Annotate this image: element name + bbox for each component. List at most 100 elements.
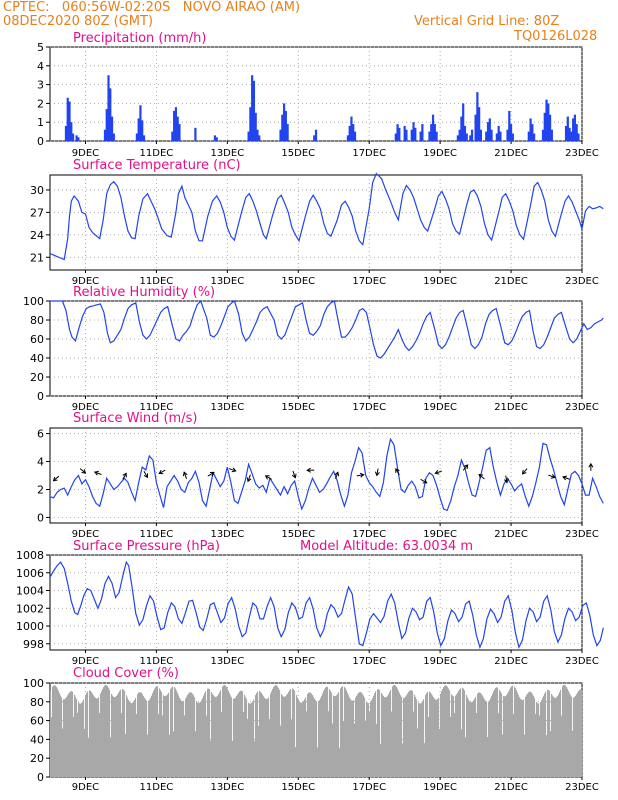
cloud-bar [418,702,420,777]
cloud-bar [465,737,467,777]
wind-arrow [94,471,102,475]
precip-bar [281,114,284,141]
cloud-bar [236,696,238,777]
cloud-bar [124,690,126,777]
cloud-bar [573,697,575,777]
precip-bar [254,112,257,141]
cloud-bar [190,692,192,777]
cloud-bar [82,701,84,777]
cloud-bar [215,696,217,777]
cloud-bar [51,717,53,777]
y-tick-label: 0 [37,135,44,148]
cloud-bar [246,699,248,777]
cloud-bar [66,696,68,777]
y-tick-label: 24 [30,229,44,242]
cloud-bar [474,698,476,777]
cloud-bar [539,715,541,777]
y-tick-label: 1006 [16,567,44,580]
cloud-bar [532,693,534,777]
y-tick-label: 40 [30,733,44,746]
cloud-bar [330,690,332,777]
cloud-bar [121,713,123,777]
cloud-bar [396,686,398,777]
y-tick-label: 40 [30,352,44,365]
cloud-bar [131,703,133,777]
cloud-bar [160,690,162,777]
cloud-bar [422,701,424,777]
cloud-bar [442,688,444,777]
cloud-bar [572,730,574,777]
cloud-bar [402,743,404,777]
cloud-bar [498,713,500,777]
x-tick-label: 17DEC [352,276,386,287]
cloud-bar [346,690,348,777]
cloud-bar [560,689,562,777]
precip-bar [431,114,435,141]
cloud-bar [172,686,174,777]
cloud-bar [104,685,106,777]
cloud-bar [378,689,380,777]
cloud-bar [155,687,157,777]
cloud-bar [523,699,525,777]
cloud-bar [480,692,482,777]
precip-bar [137,118,140,141]
x-tick-label: 11DEC [140,402,174,413]
cloud-bar [147,734,149,777]
wind-arrow-head [291,473,297,479]
cloud-bar [235,697,237,777]
cloud-bar [97,698,99,777]
cloud-bar [320,698,322,777]
cloud-bar [412,691,414,777]
precip-bar [282,103,286,141]
cloud-bar [225,685,227,777]
cloud-bar [112,695,114,777]
cloud-bar [218,694,220,777]
wind-arrow [207,472,215,477]
cloud-bar [63,699,65,777]
cloud-bar [392,686,394,777]
cloud-bar [347,692,349,777]
cloud-bar [303,701,305,777]
cloud-bar [186,696,188,777]
cloud-bar [441,691,443,777]
wind-arrow [265,475,272,480]
cloud-bar [196,701,198,777]
y-tick-label: 1002 [16,602,44,615]
cloud-bar [70,691,72,777]
wind-arrow [562,476,570,480]
cloud-bar [308,692,310,777]
cloud-bar [567,688,569,777]
cloud-bar [361,692,363,777]
cloud-bar [84,728,86,777]
wind-arrow-head [588,462,594,468]
cloud-bar [545,691,547,777]
cloud-bar [296,695,298,777]
cloud-bar [185,698,187,777]
cloud-bar [494,689,496,777]
panel-title: Cloud Cover (%) [73,666,179,681]
x-tick-label: 23DEC [565,402,599,413]
cloud-bar [419,703,421,777]
cloud-bar [557,696,559,777]
cloud-bar [314,698,316,777]
cloud-bar [117,694,119,777]
cloud-bar [100,693,102,777]
cloud-bar [305,697,307,777]
cloud-bar [453,696,455,777]
series-line [50,299,604,359]
cloud-bar [546,735,548,777]
cloud-bar [149,699,151,777]
cloud-bar [364,697,366,777]
cloud-bar [484,699,486,777]
precip-bar [470,129,474,141]
cloud-bar [261,693,263,777]
wind-arrow-head [52,476,58,482]
cloud-bar [98,697,100,777]
precip-bar [103,129,107,141]
x-tick-label: 13DEC [210,656,244,667]
cloud-bar [80,703,82,777]
panel-frame [49,46,583,142]
cloud-bar [171,687,173,777]
cloud-bar [404,697,406,777]
cloud-bar [193,695,195,777]
